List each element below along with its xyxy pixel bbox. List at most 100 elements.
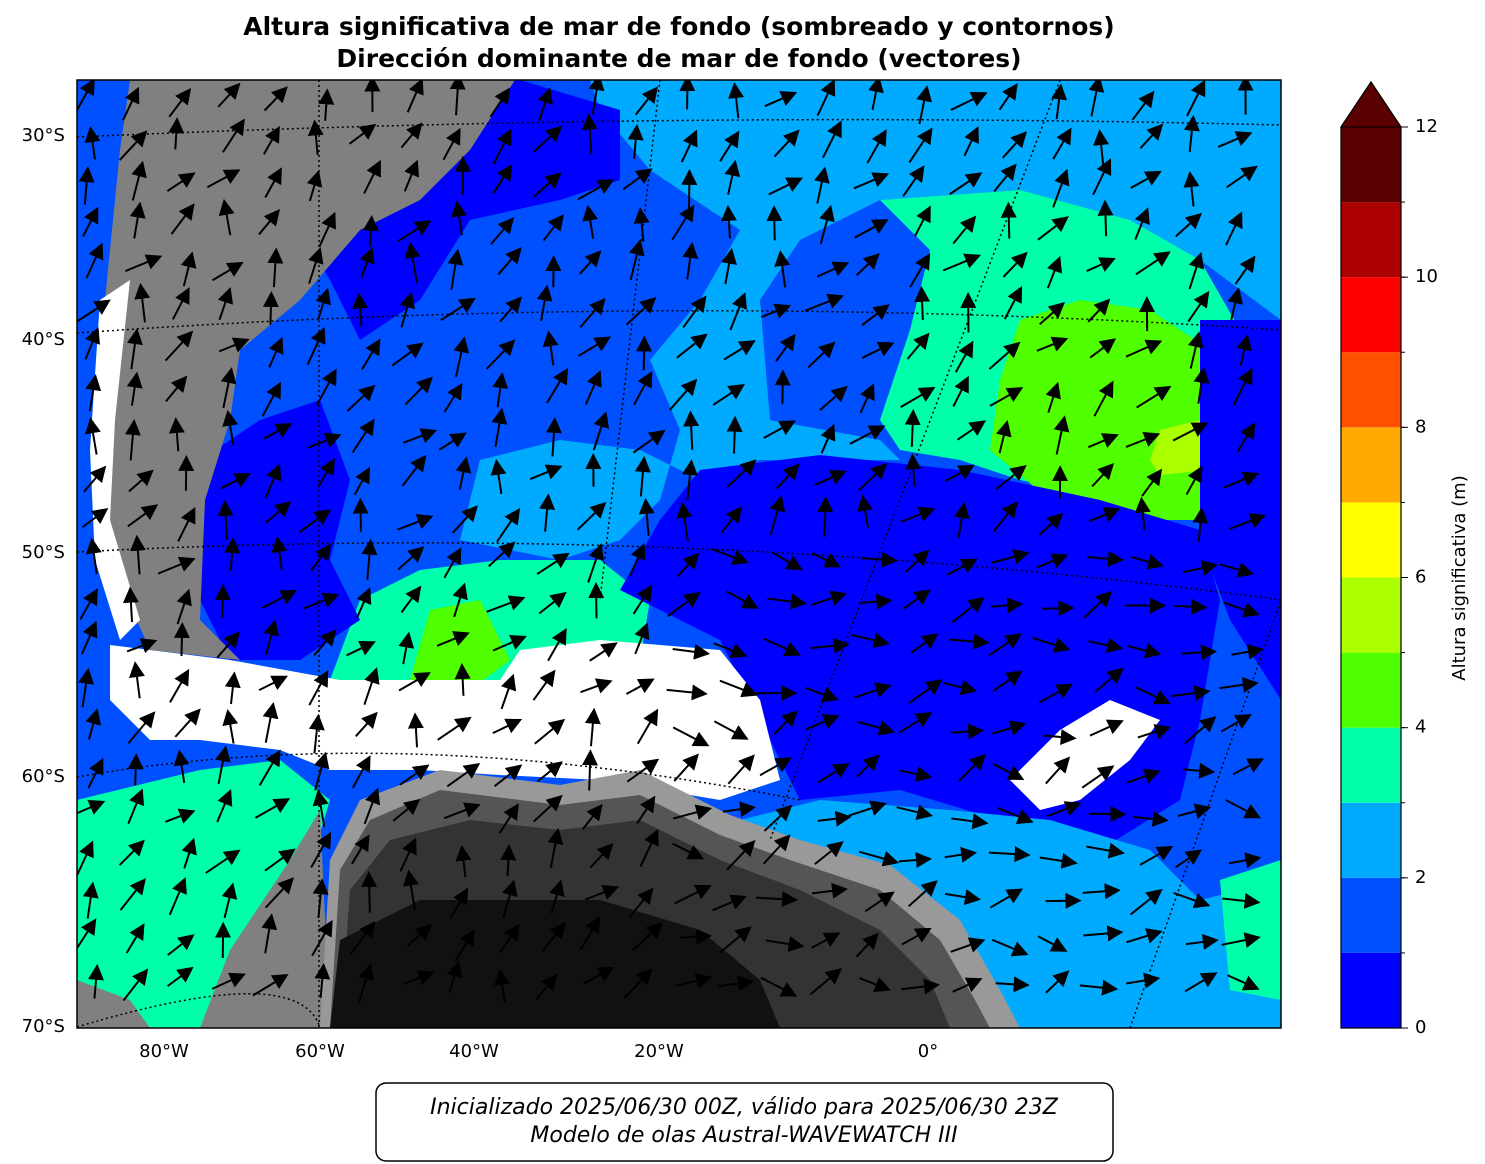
wave-vector (455, 456, 472, 490)
wave-vector (1097, 199, 1114, 237)
wave-vector (666, 684, 708, 701)
wave-vector (1125, 431, 1161, 448)
wave-vector (265, 501, 292, 524)
wave-vector (318, 88, 335, 121)
wave-vector (717, 975, 754, 992)
wave-vector (772, 551, 803, 571)
wave-vector (763, 637, 802, 657)
wave-vector (1000, 201, 1017, 239)
wave-vector (1136, 385, 1172, 409)
wave-vector (1236, 422, 1256, 453)
wave-vector (407, 712, 424, 748)
wave-vector (951, 596, 985, 624)
wave-vector (944, 889, 981, 905)
wave-vector (907, 880, 938, 908)
wave-vector (267, 247, 284, 288)
wave-vector (682, 242, 699, 280)
wave-vector (85, 708, 102, 740)
wave-vector (1036, 336, 1069, 352)
wave-vector (363, 787, 381, 825)
wave-vector (906, 332, 930, 360)
wave-vector (723, 340, 756, 361)
wave-vector (355, 711, 378, 737)
footer-box (375, 1082, 1114, 1162)
wave-vector (542, 330, 559, 366)
wave-vector (849, 425, 886, 445)
wave-vector (258, 749, 281, 786)
title-line: Altura significativa de mar de fondo (so… (243, 12, 1114, 41)
wave-vector (1193, 366, 1210, 404)
wave-vector (672, 726, 710, 747)
wave-vector (157, 556, 196, 575)
wave-vector (949, 633, 990, 650)
wave-vector (122, 968, 149, 1002)
wave-vector (499, 923, 520, 953)
wave-vector (1051, 83, 1068, 120)
wave-vector (308, 432, 342, 449)
wave-vector (773, 710, 798, 735)
wave-vector (1086, 842, 1125, 859)
wave-vector (721, 247, 737, 285)
wave-vector (858, 850, 900, 867)
colorbar-band (1341, 727, 1401, 803)
wave-vector (399, 837, 417, 872)
wave-vector (499, 296, 522, 323)
wave-vector (1141, 468, 1163, 497)
footer-line: Inicializado 2025/06/30 00Z, válido para… (430, 1095, 1059, 1120)
footer-line: Modelo de olas Austral-WAVEWATCH III (530, 1123, 957, 1148)
wave-vector (816, 261, 850, 278)
wave-vector (580, 678, 613, 694)
wave-vector (859, 383, 875, 414)
wave-vector (264, 167, 282, 198)
wave-vector (82, 206, 99, 237)
wave-vector (719, 130, 740, 162)
wave-vector (452, 582, 468, 618)
wave-vector (988, 341, 1021, 370)
wave-vector (901, 927, 932, 946)
wave-vector (1079, 979, 1119, 996)
wave-vector (589, 642, 618, 662)
wave-vector (676, 552, 700, 578)
wave-vector (222, 708, 239, 744)
wave-vector (77, 80, 95, 112)
wave-vector (957, 753, 987, 783)
wave-vector (638, 497, 655, 537)
colorbar-tick-label: 6 (1415, 567, 1426, 588)
wave-vector (628, 887, 654, 918)
wave-vector (866, 129, 887, 164)
title-line: Dirección dominante de mar de fondo (vec… (336, 44, 1021, 73)
wave-vector (398, 631, 415, 665)
wave-vector (760, 976, 798, 997)
wave-vector (713, 720, 749, 740)
wave-vector (816, 80, 836, 117)
wave-vector (861, 341, 895, 359)
wave-vector (1037, 935, 1068, 952)
wave-vector (1135, 686, 1171, 705)
wave-vector (814, 470, 847, 487)
wave-vector (991, 938, 1029, 957)
wave-vector (222, 118, 245, 153)
wave-vector (262, 291, 279, 325)
wave-vector (308, 670, 329, 706)
wave-vector (315, 287, 332, 320)
wave-vector (953, 502, 970, 538)
wave-vector (900, 506, 936, 523)
wave-vector (119, 130, 148, 161)
wave-vector (313, 751, 330, 791)
wave-vector (352, 292, 369, 327)
wave-vector (443, 547, 462, 579)
wave-vector (682, 295, 707, 329)
wave-vector (303, 592, 340, 610)
wave-vector (495, 507, 521, 543)
wave-vector (1183, 114, 1200, 152)
wave-vector (126, 371, 143, 406)
wave-vector (1188, 251, 1205, 290)
wave-vector (1172, 422, 1209, 442)
wave-vector (81, 508, 109, 528)
lon-label: 0° (918, 1041, 938, 1062)
wave-vector (537, 87, 553, 122)
wave-vector (262, 702, 279, 743)
wave-vector (669, 378, 698, 411)
wave-vector (629, 238, 645, 281)
wave-vector (864, 891, 895, 913)
